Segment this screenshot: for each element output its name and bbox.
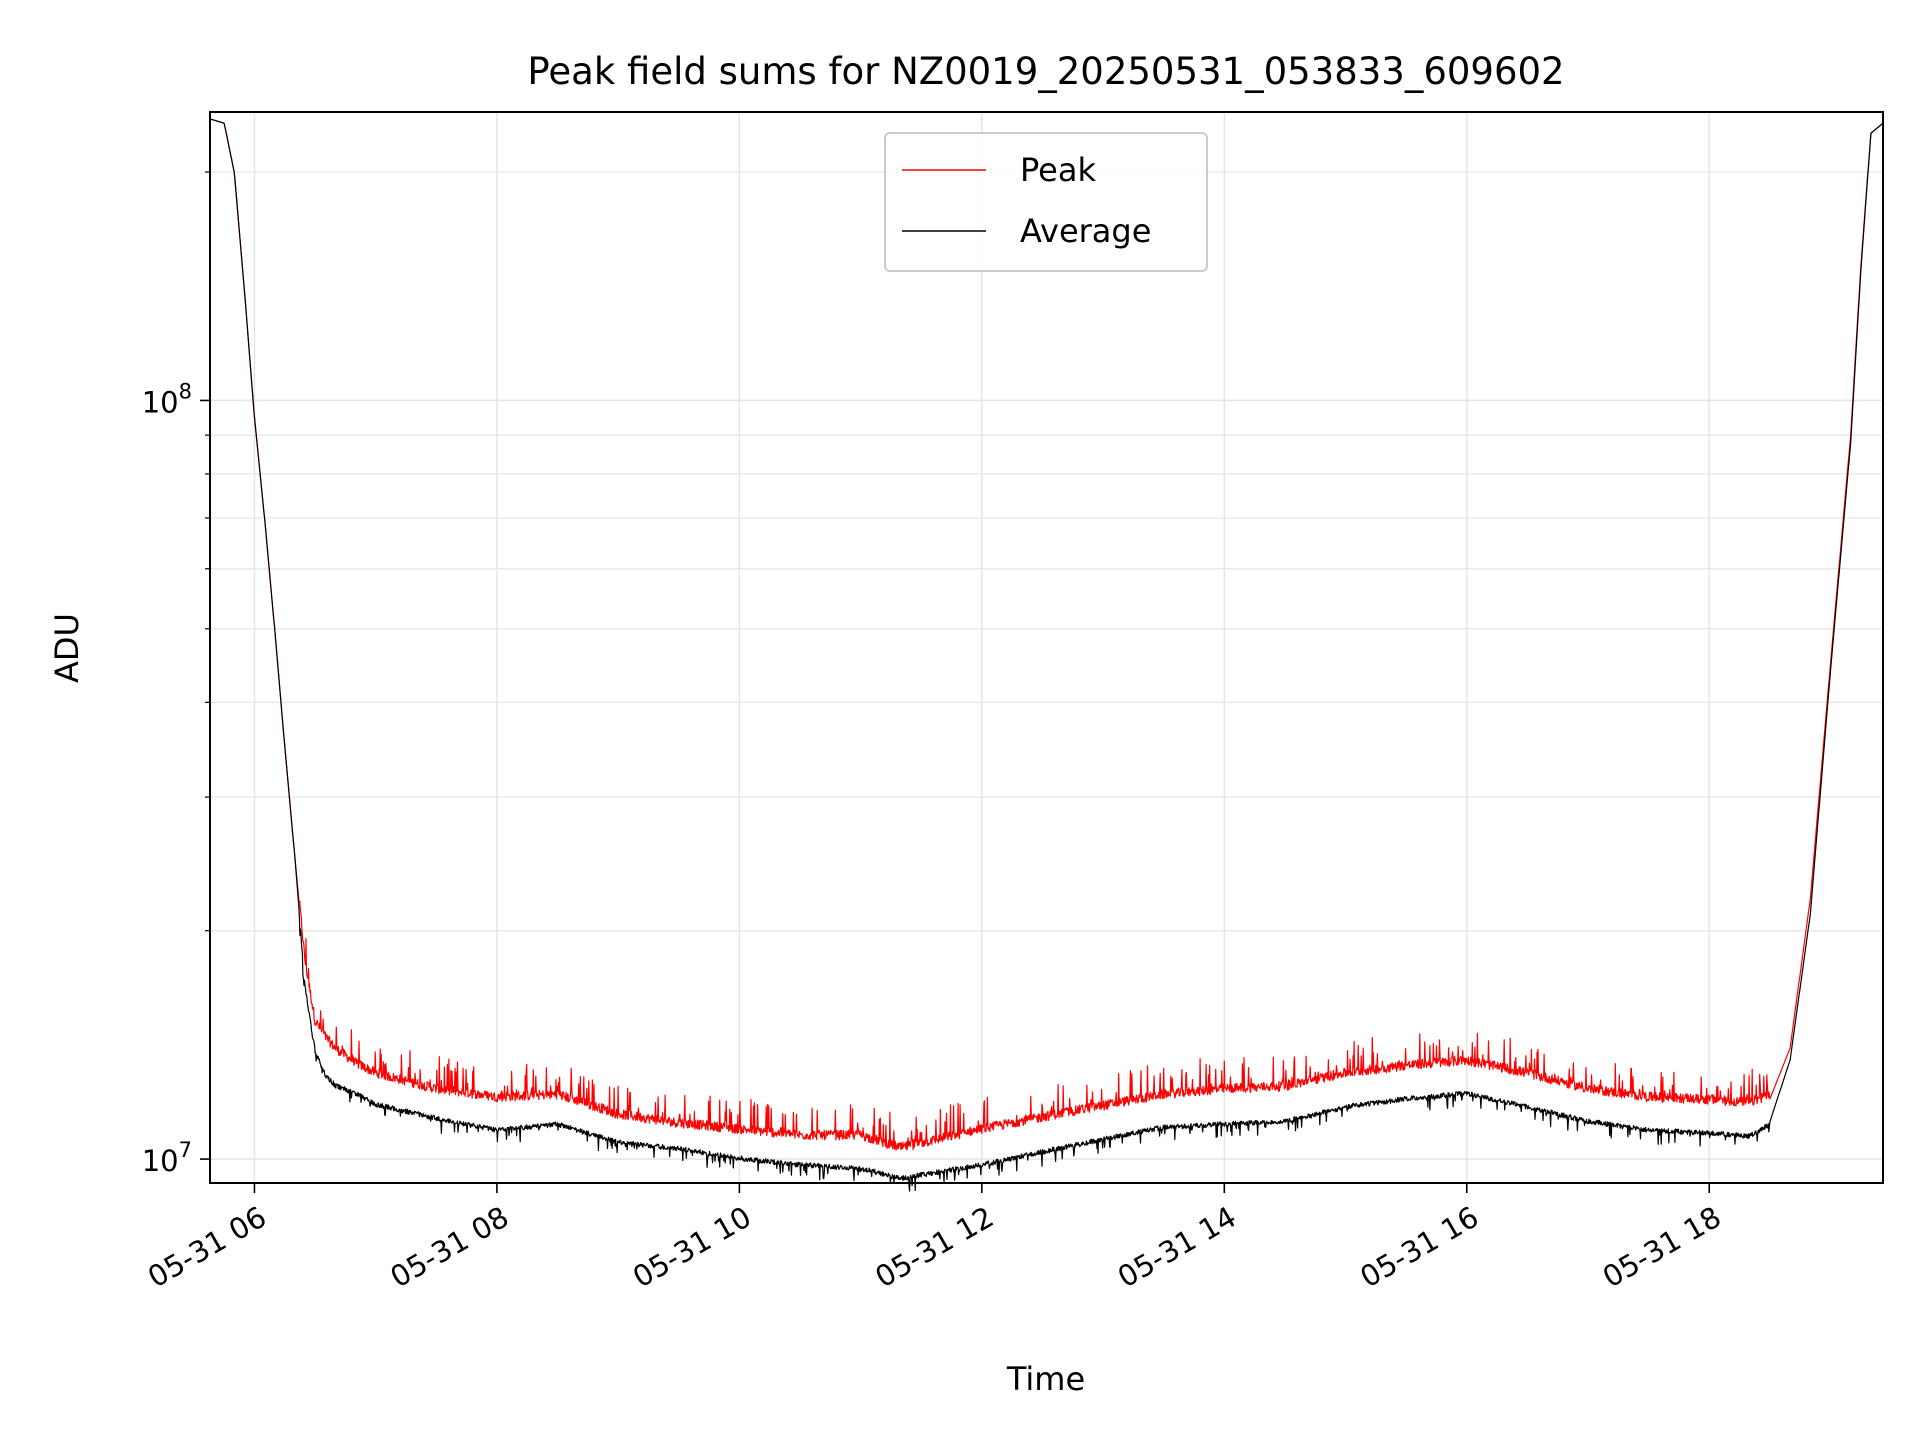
y-axis-label: ADU bbox=[48, 613, 86, 683]
plot-frame bbox=[209, 111, 1884, 1184]
x-axis-label: Time bbox=[1006, 1360, 1085, 1398]
grid bbox=[210, 112, 1883, 1183]
legend: Peak Average bbox=[884, 132, 1208, 272]
chart-title: Peak field sums for NZ0019_20250531_0538… bbox=[527, 50, 1564, 93]
legend-box bbox=[884, 132, 1208, 272]
y-axis: 107 108 bbox=[142, 171, 210, 1178]
legend-label-average: Average bbox=[1020, 212, 1151, 250]
series-line-peak bbox=[209, 118, 1884, 1151]
series-line-average bbox=[209, 118, 1884, 1192]
legend-label-peak: Peak bbox=[1020, 151, 1096, 189]
series-layer bbox=[209, 118, 1884, 1192]
y-tick-label: 108 bbox=[142, 379, 192, 419]
y-tick-label: 107 bbox=[142, 1138, 192, 1178]
